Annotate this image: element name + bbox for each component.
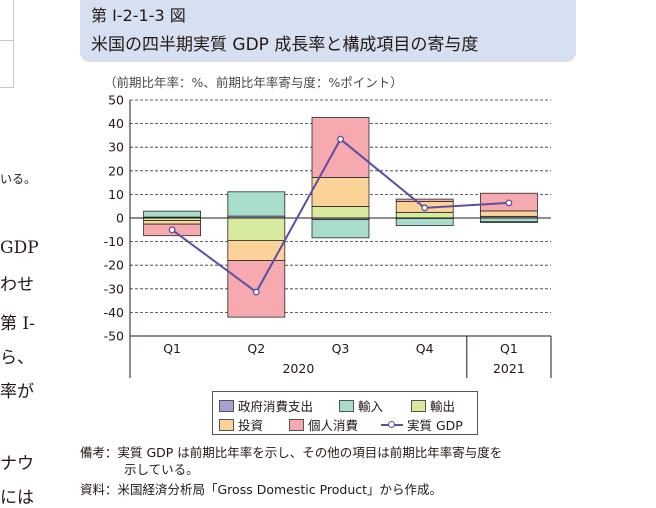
bar-segment [312,220,369,238]
y-tick-label: 0 [116,211,124,226]
real-gdp-point [169,227,175,233]
bar-segment [312,177,369,206]
bar-segment [480,218,537,222]
legend-swatch [411,400,426,412]
bar-segment [480,222,537,223]
real-gdp-point [506,200,512,206]
year-label: 2021 [493,361,525,376]
bar-segment [144,221,201,225]
real-gdp-point [253,289,259,295]
legend-label: 投資 [238,415,263,434]
legend-swatch [339,400,354,412]
y-tick-label: 20 [108,163,124,178]
y-tick-label: -10 [104,234,124,249]
y-tick-label: 50 [108,93,124,108]
legend-item-exports: 輸出 [411,396,455,415]
legend-item-imports: 輸入 [339,396,383,415]
legend-item-investment: 投資 [219,415,263,434]
bar-segment [480,211,537,216]
legend-label: 輸入 [358,396,383,415]
bar-segment [396,199,453,201]
chart-legend: 政府消費支出 輸入 輸出 投資 個人消費 実質 GDP [212,391,478,435]
legend-line-marker [381,420,403,430]
legend-label: 政府消費支出 [238,396,313,415]
legend-label: 輸出 [430,396,455,415]
y-tick-label: -40 [104,305,124,320]
legend-swatch [289,419,304,431]
bar-segment [144,211,201,217]
real-gdp-point [338,136,344,142]
legend-label: 実質 GDP [407,415,463,434]
legend-swatch [219,400,234,412]
note-line-2: 示している。 [124,459,199,478]
legend-label: 個人消費 [308,415,358,434]
bar-segment [228,218,285,240]
y-tick-label: -20 [104,258,124,273]
bar-segment [312,117,369,177]
y-tick-label: -50 [104,329,124,344]
y-tick-label: 10 [108,187,124,202]
y-tick-label: -30 [104,281,124,296]
x-tick-label: Q1 [163,341,181,356]
y-tick-label: 40 [108,116,124,131]
x-tick-label: Q4 [416,341,434,356]
legend-item-government: 政府消費支出 [219,396,313,415]
real-gdp-point [422,205,428,211]
bar-segment [396,218,453,225]
source-line: 資料：米国経済分析局「Gross Domestic Product」から作成。 [80,479,442,498]
x-tick-label: Q3 [332,341,350,356]
legend-item-consumption: 個人消費 [289,415,358,434]
x-tick-label: Q1 [500,341,518,356]
bar-segment [312,206,369,218]
bar-segment [228,192,285,216]
bar-segment [396,212,453,218]
legend-swatch [219,419,234,431]
legend-item-real-gdp: 実質 GDP [381,415,463,434]
y-tick-label: 30 [108,140,124,155]
x-tick-label: Q2 [247,341,265,356]
year-label: 2020 [282,361,314,376]
